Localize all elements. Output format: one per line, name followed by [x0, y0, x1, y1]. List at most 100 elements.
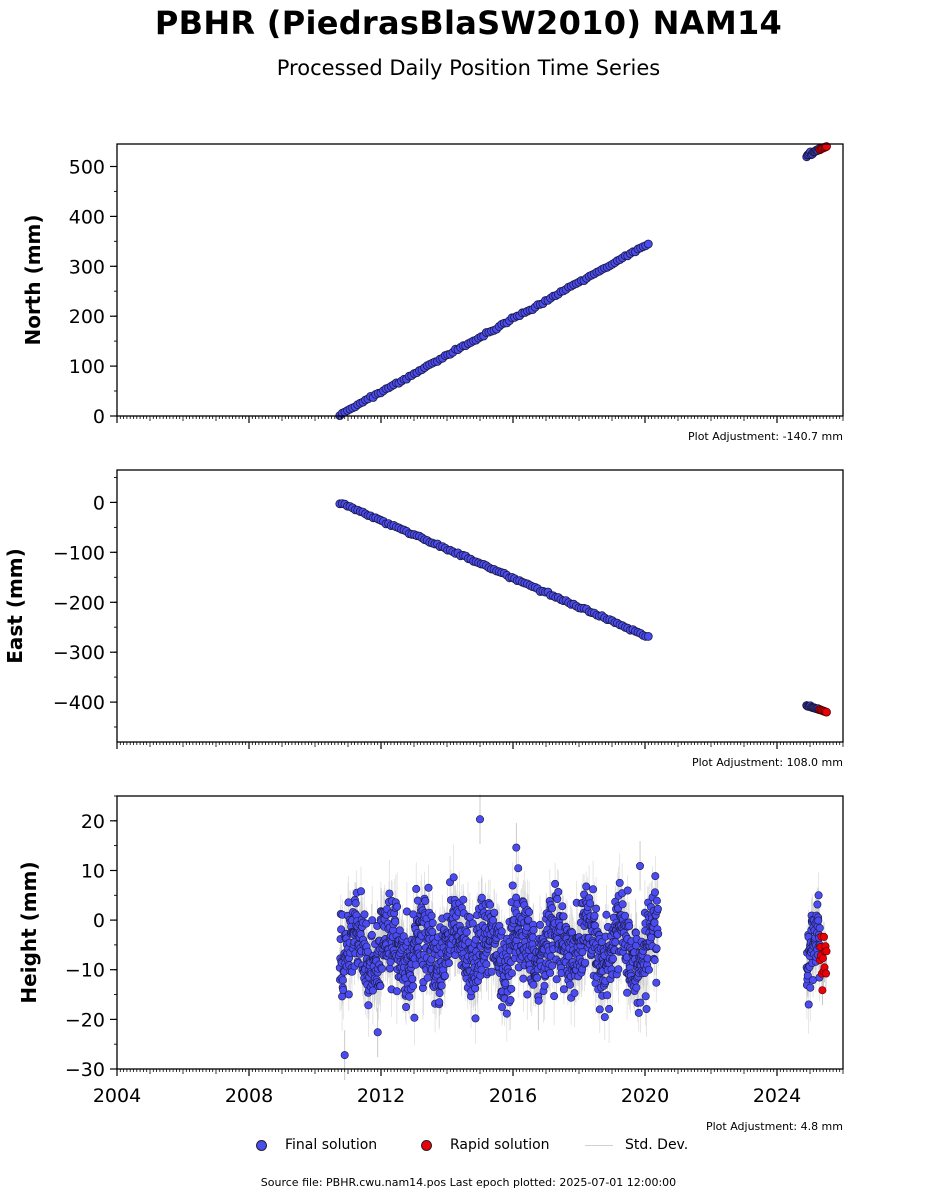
height-final-point [508, 881, 517, 890]
height-final-point [497, 1003, 506, 1012]
legend: Final solution Rapid solution Std. Dev. [0, 1137, 937, 1157]
height-rapid-point [821, 969, 830, 978]
height-final-point [565, 980, 574, 989]
height-final-point [653, 904, 662, 913]
height-final-point [644, 965, 653, 974]
height-final-point [497, 927, 506, 936]
height-final-point [650, 956, 659, 965]
height-final-point [444, 959, 453, 968]
legend-final: Final solution [256, 1137, 377, 1153]
height-final-point [551, 879, 560, 888]
height-final-point [589, 885, 598, 894]
height-final-point [634, 1008, 643, 1017]
north-y-tick-label: 0 [93, 406, 105, 428]
height-y-tick-label: 20 [81, 811, 105, 833]
height-final-point [413, 896, 422, 905]
height-final-point [578, 947, 587, 956]
height-final-point [548, 961, 557, 970]
height-final-point [395, 926, 404, 935]
north-y-tick-label: 100 [69, 356, 105, 378]
height-final-point [385, 964, 394, 973]
height-final-point [405, 992, 414, 1001]
east-y-tick-label: 0 [93, 492, 105, 514]
height-final-point [600, 1013, 609, 1022]
height-final-point [344, 990, 353, 999]
height-final-point [402, 1002, 411, 1011]
height-final-point [364, 1001, 373, 1010]
legend-final-label: Final solution [285, 1137, 378, 1153]
height-final-point [340, 1051, 349, 1060]
legend-stddev-label: Std. Dev. [625, 1137, 689, 1153]
height-final-point [338, 992, 347, 1001]
height-final-point [651, 872, 660, 881]
height-final-point [620, 911, 629, 920]
height-final-point [603, 991, 612, 1000]
final-solution-marker-icon [256, 1139, 267, 1151]
height-final-point [590, 911, 599, 920]
height-rapid-point [818, 954, 827, 963]
height-final-point [424, 883, 433, 892]
height-final-point [611, 937, 620, 946]
east-y-tick-label: −200 [53, 592, 105, 614]
height-final-point [339, 985, 348, 994]
height-final-point [519, 974, 528, 983]
height-final-point [368, 986, 377, 995]
height-final-point [528, 933, 537, 942]
height-final-point [367, 930, 376, 939]
height-final-point [650, 888, 659, 897]
height-final-point [641, 992, 650, 1001]
height-final-point [482, 960, 491, 969]
height-final-point [408, 974, 417, 983]
source-footer: Source file: PBHR.cwu.nam14.pos Last epo… [260, 1176, 677, 1189]
height-final-point [804, 1000, 813, 1009]
height-final-point [806, 983, 815, 992]
height-final-point [618, 900, 627, 909]
height-final-point [652, 978, 661, 987]
x-tick-label: 2012 [357, 1085, 405, 1107]
north-y-tick-label: 300 [69, 256, 105, 278]
height-final-point [636, 998, 645, 1007]
height-y-tick-label: 10 [81, 861, 105, 883]
height-final-point [337, 925, 346, 934]
height-final-point [615, 878, 624, 887]
height-final-point [435, 989, 444, 998]
legend-rapid: Rapid solution [421, 1137, 550, 1153]
height-final-point [581, 958, 590, 967]
height-final-point [356, 887, 365, 896]
height-final-point [533, 973, 542, 982]
height-final-point [632, 983, 641, 992]
height-final-point [552, 975, 561, 984]
height-final-point [475, 815, 484, 824]
height-final-point [391, 917, 400, 926]
height-final-point [592, 904, 601, 913]
height-final-point [529, 980, 538, 989]
std-dev-line-icon [585, 1144, 613, 1146]
height-final-point [490, 908, 499, 917]
height-final-point [373, 1028, 382, 1037]
height-final-point [338, 976, 347, 985]
height-final-point [813, 900, 822, 909]
height-y-tick-label: −10 [65, 960, 105, 982]
north-plot-adjustment: Plot Adjustment: -140.7 mm [688, 430, 843, 443]
height-final-point [486, 900, 495, 909]
height-final-point [376, 981, 385, 990]
height-final-point [546, 968, 555, 977]
points-layer [335, 142, 831, 1060]
height-final-point [524, 915, 533, 924]
height-final-point [623, 886, 632, 895]
height-final-point [570, 989, 579, 998]
height-final-point [540, 981, 549, 990]
height-final-point [535, 920, 544, 929]
height-final-point [471, 1014, 480, 1023]
height-final-point [512, 843, 521, 852]
chart-subtitle: Processed Daily Position Time Series [276, 56, 661, 80]
height-final-point [602, 910, 611, 919]
height-final-point [553, 894, 562, 903]
height-final-point [586, 899, 595, 908]
height-final-point [652, 896, 661, 905]
height-final-point [421, 896, 430, 905]
height-final-point [529, 926, 538, 935]
x-tick-label: 2024 [753, 1085, 801, 1107]
